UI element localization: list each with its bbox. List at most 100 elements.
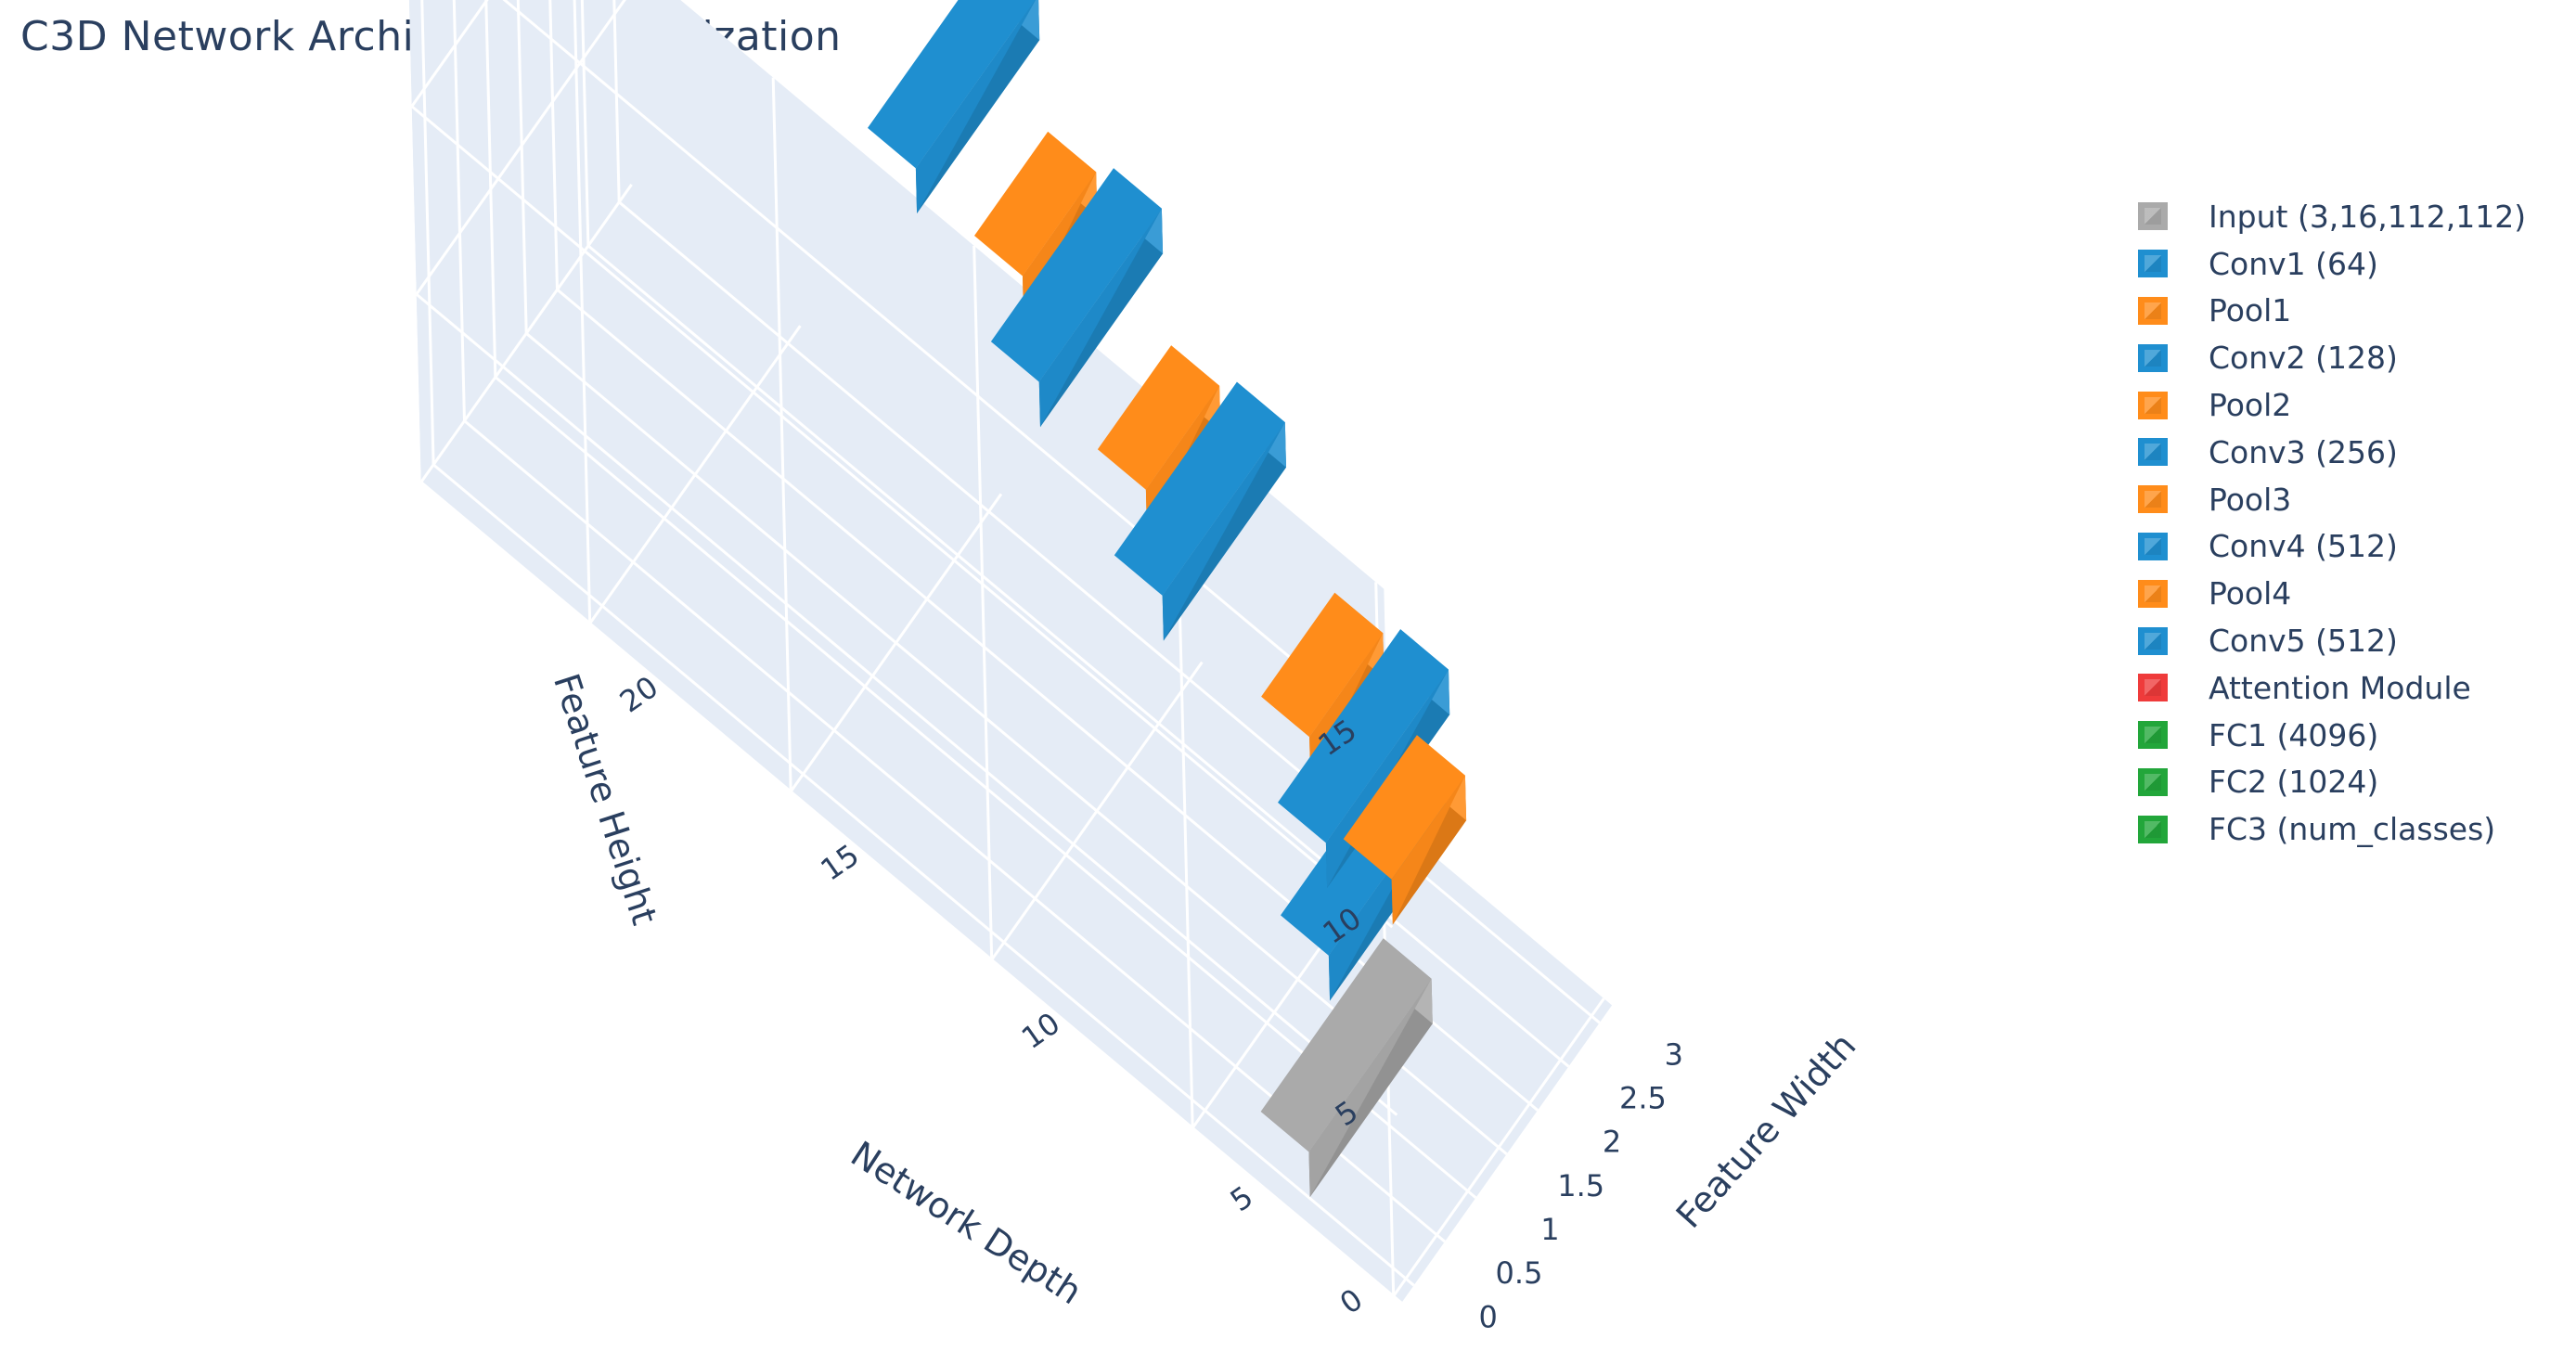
legend-swatch	[2138, 674, 2168, 702]
legend-item[interactable]: Conv4 (512)	[2134, 523, 2526, 571]
block-top-face	[1278, 629, 1449, 843]
gridline-w	[516, 0, 528, 334]
legend-swatch	[2138, 485, 2168, 514]
legend-label: Pool2	[2209, 387, 2292, 424]
legend-swatch	[2138, 296, 2168, 325]
legend-swatch	[2138, 767, 2168, 796]
legend-item[interactable]: Conv5 (512)	[2134, 617, 2526, 664]
block-front-shade	[1391, 775, 1465, 925]
gridline-w	[484, 0, 497, 378]
legend-item[interactable]: FC3 (num_classes)	[2134, 805, 2526, 853]
legend-swatch	[2138, 532, 2168, 560]
block-top-face	[990, 168, 1162, 382]
legend-swatch	[2138, 391, 2168, 419]
block-top-face	[1114, 381, 1285, 596]
legend-label: Conv3 (256)	[2209, 433, 2398, 470]
gridline-h	[410, 105, 1394, 929]
block-top-face	[974, 131, 1097, 277]
legend-swatch	[2138, 815, 2168, 843]
legend: Input (3,16,112,112) Conv1 (64) Pool1 Conv2…	[2134, 193, 2526, 853]
gridline-w	[586, 244, 1570, 1068]
legend-label: Input (3,16,112,112)	[2209, 198, 2527, 235]
gridline-w	[612, 0, 621, 202]
block-front-face	[915, 0, 1040, 213]
legend-label: Conv2 (128)	[2209, 340, 2398, 377]
gridline-d	[789, 493, 1003, 792]
tick-label-width: 0	[1479, 1299, 1498, 1334]
gridline-d	[990, 661, 1204, 961]
legend-label: FC3 (num_classes)	[2209, 811, 2496, 848]
legend-label: Conv4 (512)	[2209, 528, 2398, 565]
gridline-h	[502, 0, 1389, 740]
gridline-w	[420, 0, 435, 465]
legend-item[interactable]: FC1 (4096)	[2134, 712, 2526, 759]
block-top-face	[1343, 735, 1465, 880]
legend-item[interactable]: Pool1	[2134, 288, 2526, 335]
legend-item[interactable]: Attention Module	[2134, 664, 2526, 712]
axis-title-width: Feature Width	[1668, 1025, 1864, 1236]
tick-label-height: 0	[1333, 1281, 1369, 1321]
legend-label: FC2 (1024)	[2209, 764, 2379, 801]
gridline-d	[1392, 997, 1605, 1297]
gridline-h	[419, 481, 1403, 1305]
tick-label-width: 2	[1603, 1125, 1621, 1160]
legend-swatch	[2138, 579, 2168, 608]
legend-swatch	[2138, 721, 2168, 750]
legend-label: FC1 (4096)	[2209, 716, 2379, 753]
legend-label: Pool1	[2209, 292, 2292, 329]
legend-swatch	[2138, 250, 2168, 278]
block-front-shade	[1038, 208, 1162, 428]
block-conv4-512	[990, 168, 1164, 428]
legend-label: Conv5 (512)	[2209, 623, 2398, 660]
block-pool1	[1343, 735, 1467, 925]
legend-label: Pool3	[2209, 481, 2292, 518]
legend-swatch	[2138, 202, 2168, 231]
legend-item[interactable]: Pool2	[2134, 381, 2526, 429]
legend-swatch	[2138, 626, 2168, 655]
tick-label-width: 3	[1665, 1036, 1683, 1072]
gridline-h	[415, 0, 626, 295]
block-input-3-16-112-112	[1260, 938, 1433, 1198]
legend-label: Attention Module	[2209, 669, 2471, 706]
tick-label-width: 1	[1540, 1212, 1559, 1247]
block-front-shade	[915, 0, 1036, 213]
legend-label: Conv1 (64)	[2209, 245, 2378, 282]
gridline-h	[410, 0, 489, 108]
gridline-d	[588, 325, 802, 624]
axis-title-depth: Network Depth	[844, 1133, 1088, 1312]
gridline-w	[580, 0, 590, 246]
block-top-face	[1097, 345, 1220, 490]
tick-label-width: 1.5	[1557, 1168, 1604, 1203]
block-conv5-512	[868, 0, 1040, 213]
tick-label-width: 2.5	[1619, 1080, 1667, 1115]
block-conv3-256	[1114, 381, 1286, 641]
block-top-face	[1260, 938, 1432, 1152]
block-top-face	[1261, 592, 1384, 738]
legend-item[interactable]: Conv2 (128)	[2134, 334, 2526, 381]
legend-swatch	[2138, 343, 2168, 372]
block-front-shade	[1308, 978, 1432, 1198]
legend-label: Pool4	[2209, 575, 2292, 612]
gridline-w	[452, 0, 466, 421]
tick-label-depth: 5	[1224, 1179, 1259, 1219]
gridline-w	[432, 463, 1415, 1287]
legend-item[interactable]: Conv1 (64)	[2134, 240, 2526, 288]
legend-swatch	[2138, 438, 2168, 467]
block-front-shade	[1162, 422, 1285, 641]
gridline-w	[548, 0, 559, 290]
legend-item[interactable]: Pool4	[2134, 570, 2526, 617]
legend-item[interactable]: Input (3,16,112,112)	[2134, 193, 2526, 240]
gridline-h	[415, 292, 1398, 1116]
gridline-h	[419, 184, 633, 483]
legend-item[interactable]: Conv3 (256)	[2134, 429, 2526, 476]
legend-item[interactable]: Pool3	[2134, 476, 2526, 523]
tick-label-depth: 0	[1424, 1347, 1460, 1351]
legend-item[interactable]: FC2 (1024)	[2134, 759, 2526, 806]
layer-blocks	[868, 0, 1467, 1198]
gridline-d	[771, 77, 792, 792]
gridline-d	[972, 245, 994, 960]
block-top-face	[868, 0, 1036, 169]
gridline-w	[618, 200, 1601, 1024]
gridline-d	[573, 0, 592, 624]
